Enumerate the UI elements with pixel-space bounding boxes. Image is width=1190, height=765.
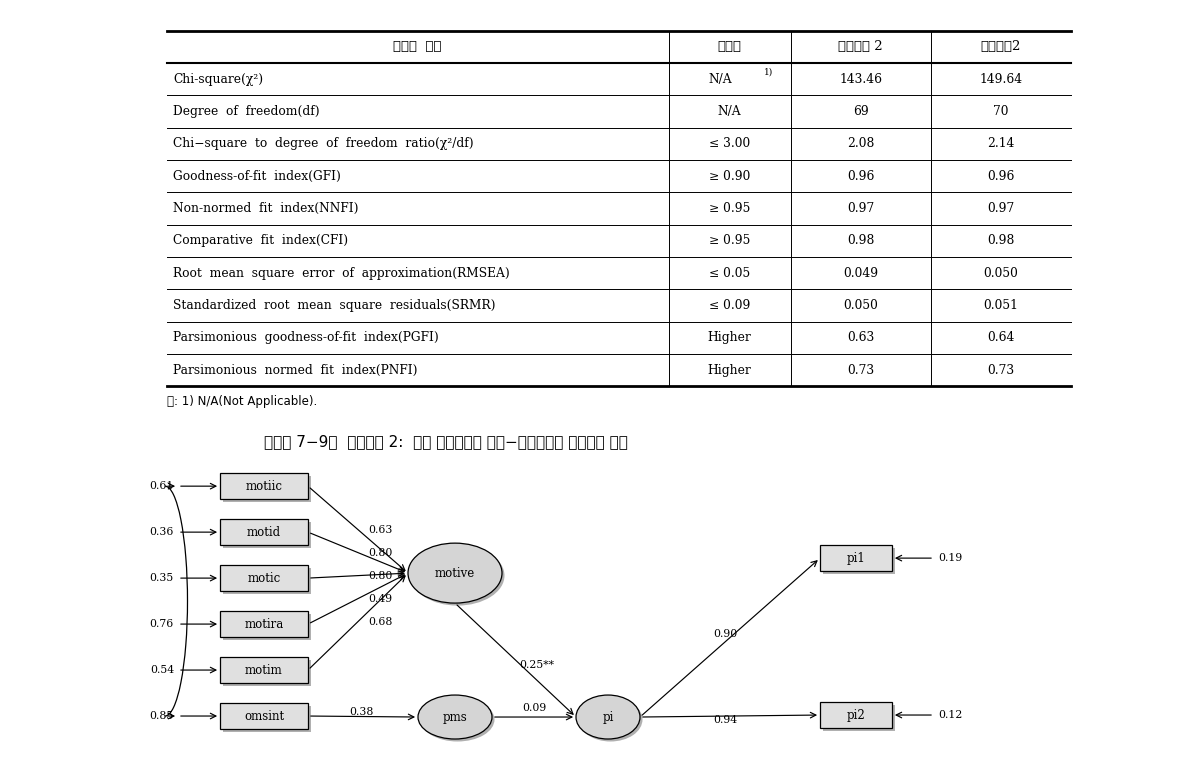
Text: ≥ 0.95: ≥ 0.95	[709, 202, 750, 215]
FancyBboxPatch shape	[820, 702, 892, 728]
Ellipse shape	[411, 545, 505, 606]
Text: 2.14: 2.14	[988, 137, 1015, 150]
FancyBboxPatch shape	[220, 703, 308, 729]
Text: motic: motic	[248, 571, 281, 584]
Text: Chi-square(χ²): Chi-square(χ²)	[173, 73, 263, 86]
FancyBboxPatch shape	[223, 705, 311, 731]
Text: 0.68: 0.68	[368, 617, 393, 627]
FancyBboxPatch shape	[220, 657, 308, 683]
Text: ≤ 3.00: ≤ 3.00	[709, 137, 750, 150]
Text: ≥ 0.90: ≥ 0.90	[709, 170, 750, 183]
Text: 적합도  지수: 적합도 지수	[394, 41, 441, 54]
Text: 0.80: 0.80	[368, 548, 393, 558]
Text: ≥ 0.95: ≥ 0.95	[709, 234, 750, 247]
Text: 0.76: 0.76	[150, 619, 174, 629]
Text: N/A: N/A	[709, 73, 732, 86]
Text: 0.94: 0.94	[713, 715, 737, 725]
Text: Parsimonious  goodness-of-fit  index(PGFI): Parsimonious goodness-of-fit index(PGFI)	[173, 331, 439, 344]
Text: 0.97: 0.97	[988, 202, 1015, 215]
Text: 0.12: 0.12	[938, 710, 963, 720]
Text: 0.049: 0.049	[844, 267, 878, 280]
Text: 0.90: 0.90	[713, 629, 737, 639]
Text: 0.63: 0.63	[368, 525, 393, 535]
Text: motid: motid	[248, 526, 281, 539]
Text: 0.73: 0.73	[988, 363, 1014, 376]
Text: 0.64: 0.64	[988, 331, 1015, 344]
FancyBboxPatch shape	[223, 659, 311, 685]
Text: Goodness-of-fit  index(GFI): Goodness-of-fit index(GFI)	[173, 170, 340, 183]
Text: 경쟁모델2: 경쟁모델2	[981, 41, 1021, 54]
FancyBboxPatch shape	[223, 614, 311, 640]
Text: 주: 1) N/A(Not Applicable).: 주: 1) N/A(Not Applicable).	[167, 396, 317, 408]
Text: 0.54: 0.54	[150, 665, 174, 675]
Ellipse shape	[408, 543, 502, 603]
Text: 0.49: 0.49	[368, 594, 393, 604]
Text: 70: 70	[994, 105, 1009, 118]
Text: 0.25**: 0.25**	[520, 660, 555, 670]
Text: 0.050: 0.050	[983, 267, 1019, 280]
Text: Root  mean  square  error  of  approximation(RMSEA): Root mean square error of approximation(…	[173, 267, 509, 280]
Text: motiic: motiic	[245, 480, 282, 493]
Ellipse shape	[420, 698, 495, 741]
Text: 0.050: 0.050	[844, 299, 878, 312]
FancyBboxPatch shape	[223, 476, 311, 502]
Ellipse shape	[576, 695, 640, 739]
Text: pi2: pi2	[846, 708, 865, 721]
Text: Non-normed  fit  index(NNFI): Non-normed fit index(NNFI)	[173, 202, 358, 215]
Ellipse shape	[418, 695, 491, 739]
FancyBboxPatch shape	[220, 565, 308, 591]
Text: 143.46: 143.46	[839, 73, 882, 86]
Text: 0.09: 0.09	[522, 703, 546, 713]
FancyBboxPatch shape	[220, 611, 308, 637]
Text: Higher: Higher	[708, 331, 751, 344]
Text: 0.97: 0.97	[847, 202, 875, 215]
Text: 0.98: 0.98	[988, 234, 1015, 247]
Text: 구조모델 2: 구조모델 2	[839, 41, 883, 54]
Text: 추천값: 추천값	[718, 41, 741, 54]
FancyBboxPatch shape	[822, 705, 895, 731]
Text: 0.98: 0.98	[847, 234, 875, 247]
Text: Higher: Higher	[708, 363, 751, 376]
FancyBboxPatch shape	[220, 519, 308, 545]
Text: 0.96: 0.96	[847, 170, 875, 183]
FancyBboxPatch shape	[820, 545, 892, 571]
FancyBboxPatch shape	[223, 522, 311, 548]
Text: Chi−square  to  degree  of  freedom  ratio(χ²/df): Chi−square to degree of freedom ratio(χ²…	[173, 137, 474, 150]
Text: 0.63: 0.63	[847, 331, 875, 344]
Ellipse shape	[578, 698, 643, 741]
Text: 0.80: 0.80	[368, 571, 393, 581]
Text: 69: 69	[853, 105, 869, 118]
Text: 149.64: 149.64	[979, 73, 1022, 86]
Text: motive: motive	[434, 567, 475, 580]
FancyBboxPatch shape	[822, 548, 895, 574]
Text: 0.36: 0.36	[150, 527, 174, 537]
Text: ≤ 0.05: ≤ 0.05	[709, 267, 750, 280]
Text: 0.38: 0.38	[349, 707, 374, 717]
Text: omsint: omsint	[244, 709, 284, 722]
Text: pi1: pi1	[846, 552, 865, 565]
Text: 2.08: 2.08	[847, 137, 875, 150]
Text: 1): 1)	[764, 67, 774, 76]
Text: pms: pms	[443, 711, 468, 724]
Text: Degree  of  freedom(df): Degree of freedom(df)	[173, 105, 320, 118]
Text: 0.96: 0.96	[988, 170, 1015, 183]
FancyBboxPatch shape	[223, 568, 311, 594]
Text: ≤ 0.09: ≤ 0.09	[709, 299, 750, 312]
Text: 0.61: 0.61	[150, 481, 174, 491]
Text: N/A: N/A	[718, 105, 741, 118]
Text: 0.85: 0.85	[150, 711, 174, 721]
Text: ［그림 7−9］  구조모델 2:  기초 구조방정식 모델−경쟁매체가 인터넷인 경우: ［그림 7−9］ 구조모델 2: 기초 구조방정식 모델−경쟁매체가 인터넷인 …	[264, 435, 628, 449]
Text: 0.19: 0.19	[938, 553, 963, 563]
Text: 0.051: 0.051	[983, 299, 1019, 312]
Text: motira: motira	[244, 617, 283, 630]
Text: 0.35: 0.35	[150, 573, 174, 583]
Text: pi: pi	[602, 711, 614, 724]
Text: motim: motim	[245, 663, 283, 676]
Text: Parsimonious  normed  fit  index(PNFI): Parsimonious normed fit index(PNFI)	[173, 363, 418, 376]
Text: 0.73: 0.73	[847, 363, 875, 376]
Text: Standardized  root  mean  square  residuals(SRMR): Standardized root mean square residuals(…	[173, 299, 495, 312]
FancyBboxPatch shape	[220, 474, 308, 499]
Text: Comparative  fit  index(CFI): Comparative fit index(CFI)	[173, 234, 347, 247]
